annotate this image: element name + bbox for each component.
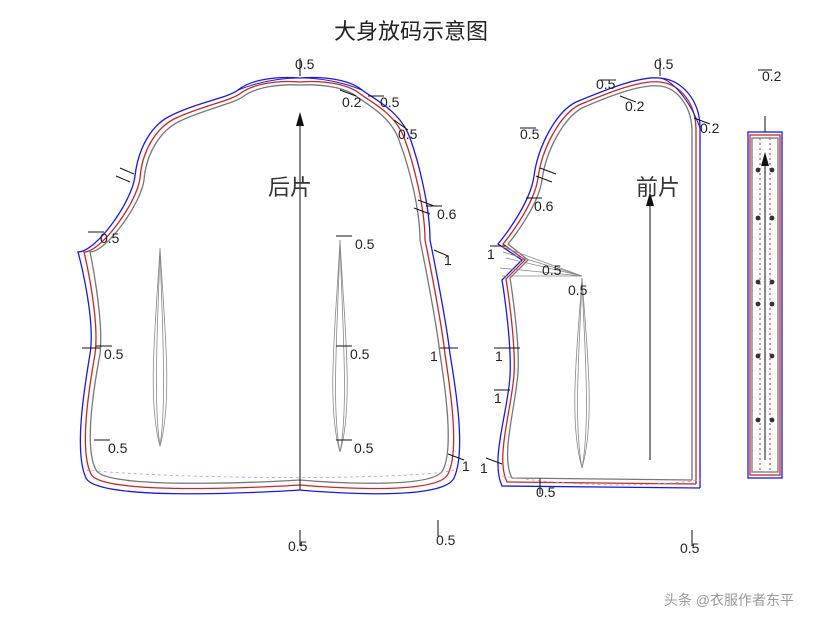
- grade-value: 1: [462, 458, 470, 474]
- grade-value: 0.5: [108, 440, 127, 456]
- grade-value: 0.5: [100, 230, 119, 246]
- grade-value: 0.5: [355, 236, 374, 252]
- grade-value: 0.5: [436, 532, 455, 548]
- grade-value: 0.2: [700, 120, 719, 136]
- grade-value: 1: [444, 252, 452, 268]
- grade-value: 1: [480, 460, 488, 476]
- grade-value: 0.5: [354, 440, 373, 456]
- grade-value: 0.5: [568, 282, 587, 298]
- grade-value: 0.5: [520, 126, 539, 142]
- grade-value: 1: [430, 348, 438, 364]
- grade-value: 0.2: [625, 98, 644, 114]
- grade-value: 0.2: [762, 68, 781, 84]
- grade-value: 0.5: [295, 56, 314, 72]
- grading-diagram: 大身放码示意图: [0, 0, 822, 620]
- grade-value: 0.5: [680, 540, 699, 556]
- watermark: 头条 @衣服作者东平: [664, 590, 794, 610]
- front-label: 前片: [636, 170, 680, 202]
- grade-value: 1: [494, 390, 502, 406]
- grade-value: 0.5: [104, 346, 123, 362]
- grade-value: 0.5: [596, 76, 615, 92]
- grade-value: 1: [487, 246, 495, 262]
- grade-value: 0.5: [398, 126, 417, 142]
- grade-value: 0.5: [536, 484, 555, 500]
- grade-value: 0.5: [654, 56, 673, 72]
- grade-value: 0.6: [534, 198, 553, 214]
- placket-svg: [0, 0, 822, 620]
- grade-value: 0.5: [288, 538, 307, 554]
- grade-value: 0.5: [350, 346, 369, 362]
- grade-value: 0.5: [542, 262, 561, 278]
- grade-value: 0.5: [380, 94, 399, 110]
- grade-value: 0.2: [342, 94, 361, 110]
- grade-value: 0.6: [437, 206, 456, 222]
- back-label: 后片: [268, 170, 312, 202]
- grade-value: 1: [495, 348, 503, 364]
